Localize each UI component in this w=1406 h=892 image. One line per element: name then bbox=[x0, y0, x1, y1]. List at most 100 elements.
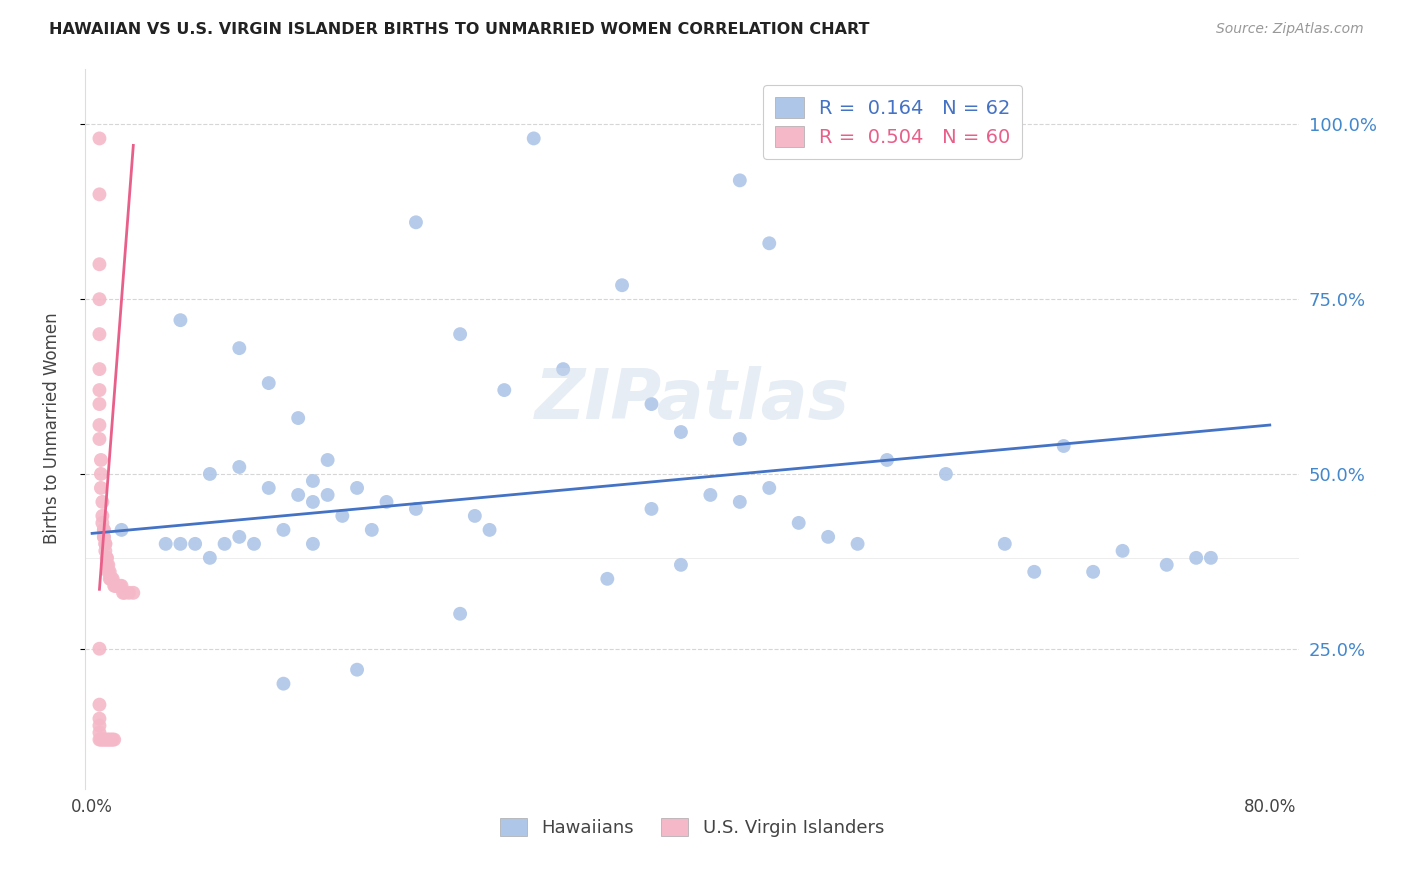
Point bbox=[89, 417, 111, 432]
Point bbox=[198, 550, 221, 565]
Point bbox=[228, 530, 250, 544]
Point bbox=[494, 383, 516, 397]
Point bbox=[1185, 550, 1208, 565]
Point bbox=[287, 411, 309, 425]
Point bbox=[728, 432, 751, 446]
Point bbox=[198, 467, 221, 481]
Point bbox=[1199, 550, 1222, 565]
Point bbox=[302, 474, 325, 488]
Point bbox=[316, 453, 339, 467]
Point bbox=[97, 558, 120, 572]
Point bbox=[89, 732, 111, 747]
Point bbox=[302, 537, 325, 551]
Point bbox=[449, 607, 471, 621]
Point bbox=[96, 732, 118, 747]
Point bbox=[787, 516, 810, 530]
Point bbox=[91, 495, 114, 509]
Point bbox=[360, 523, 382, 537]
Point bbox=[101, 572, 124, 586]
Point bbox=[118, 586, 141, 600]
Point bbox=[94, 537, 117, 551]
Point bbox=[90, 467, 112, 481]
Point bbox=[523, 131, 546, 145]
Point bbox=[89, 292, 111, 306]
Point bbox=[728, 173, 751, 187]
Point bbox=[699, 488, 721, 502]
Point bbox=[100, 572, 122, 586]
Point bbox=[97, 565, 120, 579]
Point bbox=[122, 586, 145, 600]
Point bbox=[105, 579, 128, 593]
Point bbox=[669, 558, 692, 572]
Point bbox=[257, 376, 280, 390]
Point bbox=[104, 579, 127, 593]
Point bbox=[107, 579, 129, 593]
Point bbox=[89, 725, 111, 739]
Point bbox=[214, 537, 236, 551]
Point bbox=[169, 537, 191, 551]
Point bbox=[89, 712, 111, 726]
Point bbox=[94, 732, 117, 747]
Point bbox=[103, 732, 125, 747]
Point bbox=[89, 383, 111, 397]
Text: ZIPatlas: ZIPatlas bbox=[534, 367, 849, 434]
Text: Source: ZipAtlas.com: Source: ZipAtlas.com bbox=[1216, 22, 1364, 37]
Point bbox=[758, 481, 780, 495]
Point bbox=[846, 537, 869, 551]
Point bbox=[103, 579, 125, 593]
Point bbox=[91, 508, 114, 523]
Point bbox=[96, 550, 118, 565]
Point bbox=[93, 523, 115, 537]
Point bbox=[89, 641, 111, 656]
Point bbox=[89, 362, 111, 376]
Point bbox=[184, 537, 207, 551]
Point bbox=[316, 488, 339, 502]
Point bbox=[104, 579, 127, 593]
Point bbox=[375, 495, 398, 509]
Legend: Hawaiians, U.S. Virgin Islanders: Hawaiians, U.S. Virgin Islanders bbox=[492, 811, 891, 845]
Point bbox=[1111, 544, 1133, 558]
Point bbox=[110, 579, 132, 593]
Point bbox=[108, 579, 131, 593]
Point bbox=[89, 187, 111, 202]
Point bbox=[100, 572, 122, 586]
Point bbox=[728, 495, 751, 509]
Point bbox=[669, 425, 692, 439]
Point bbox=[89, 257, 111, 271]
Point bbox=[553, 362, 575, 376]
Point bbox=[1024, 565, 1046, 579]
Point bbox=[96, 558, 118, 572]
Point bbox=[330, 508, 353, 523]
Point bbox=[464, 508, 486, 523]
Point bbox=[169, 313, 191, 327]
Point bbox=[97, 732, 120, 747]
Point bbox=[89, 432, 111, 446]
Point bbox=[758, 236, 780, 251]
Point bbox=[596, 572, 619, 586]
Point bbox=[346, 663, 368, 677]
Point bbox=[346, 481, 368, 495]
Point bbox=[640, 397, 662, 411]
Point bbox=[96, 550, 118, 565]
Point bbox=[994, 537, 1017, 551]
Point bbox=[89, 131, 111, 145]
Point bbox=[287, 488, 309, 502]
Point bbox=[94, 537, 117, 551]
Point bbox=[478, 523, 501, 537]
Point bbox=[91, 516, 114, 530]
Point bbox=[935, 467, 957, 481]
Point bbox=[89, 327, 111, 342]
Point bbox=[90, 481, 112, 495]
Point bbox=[405, 215, 427, 229]
Point bbox=[243, 537, 266, 551]
Point bbox=[405, 502, 427, 516]
Point bbox=[90, 732, 112, 747]
Point bbox=[98, 572, 121, 586]
Point bbox=[90, 453, 112, 467]
Point bbox=[93, 523, 115, 537]
Point bbox=[273, 676, 295, 690]
Point bbox=[817, 530, 839, 544]
Point bbox=[640, 502, 662, 516]
Point bbox=[89, 698, 111, 712]
Point bbox=[155, 537, 177, 551]
